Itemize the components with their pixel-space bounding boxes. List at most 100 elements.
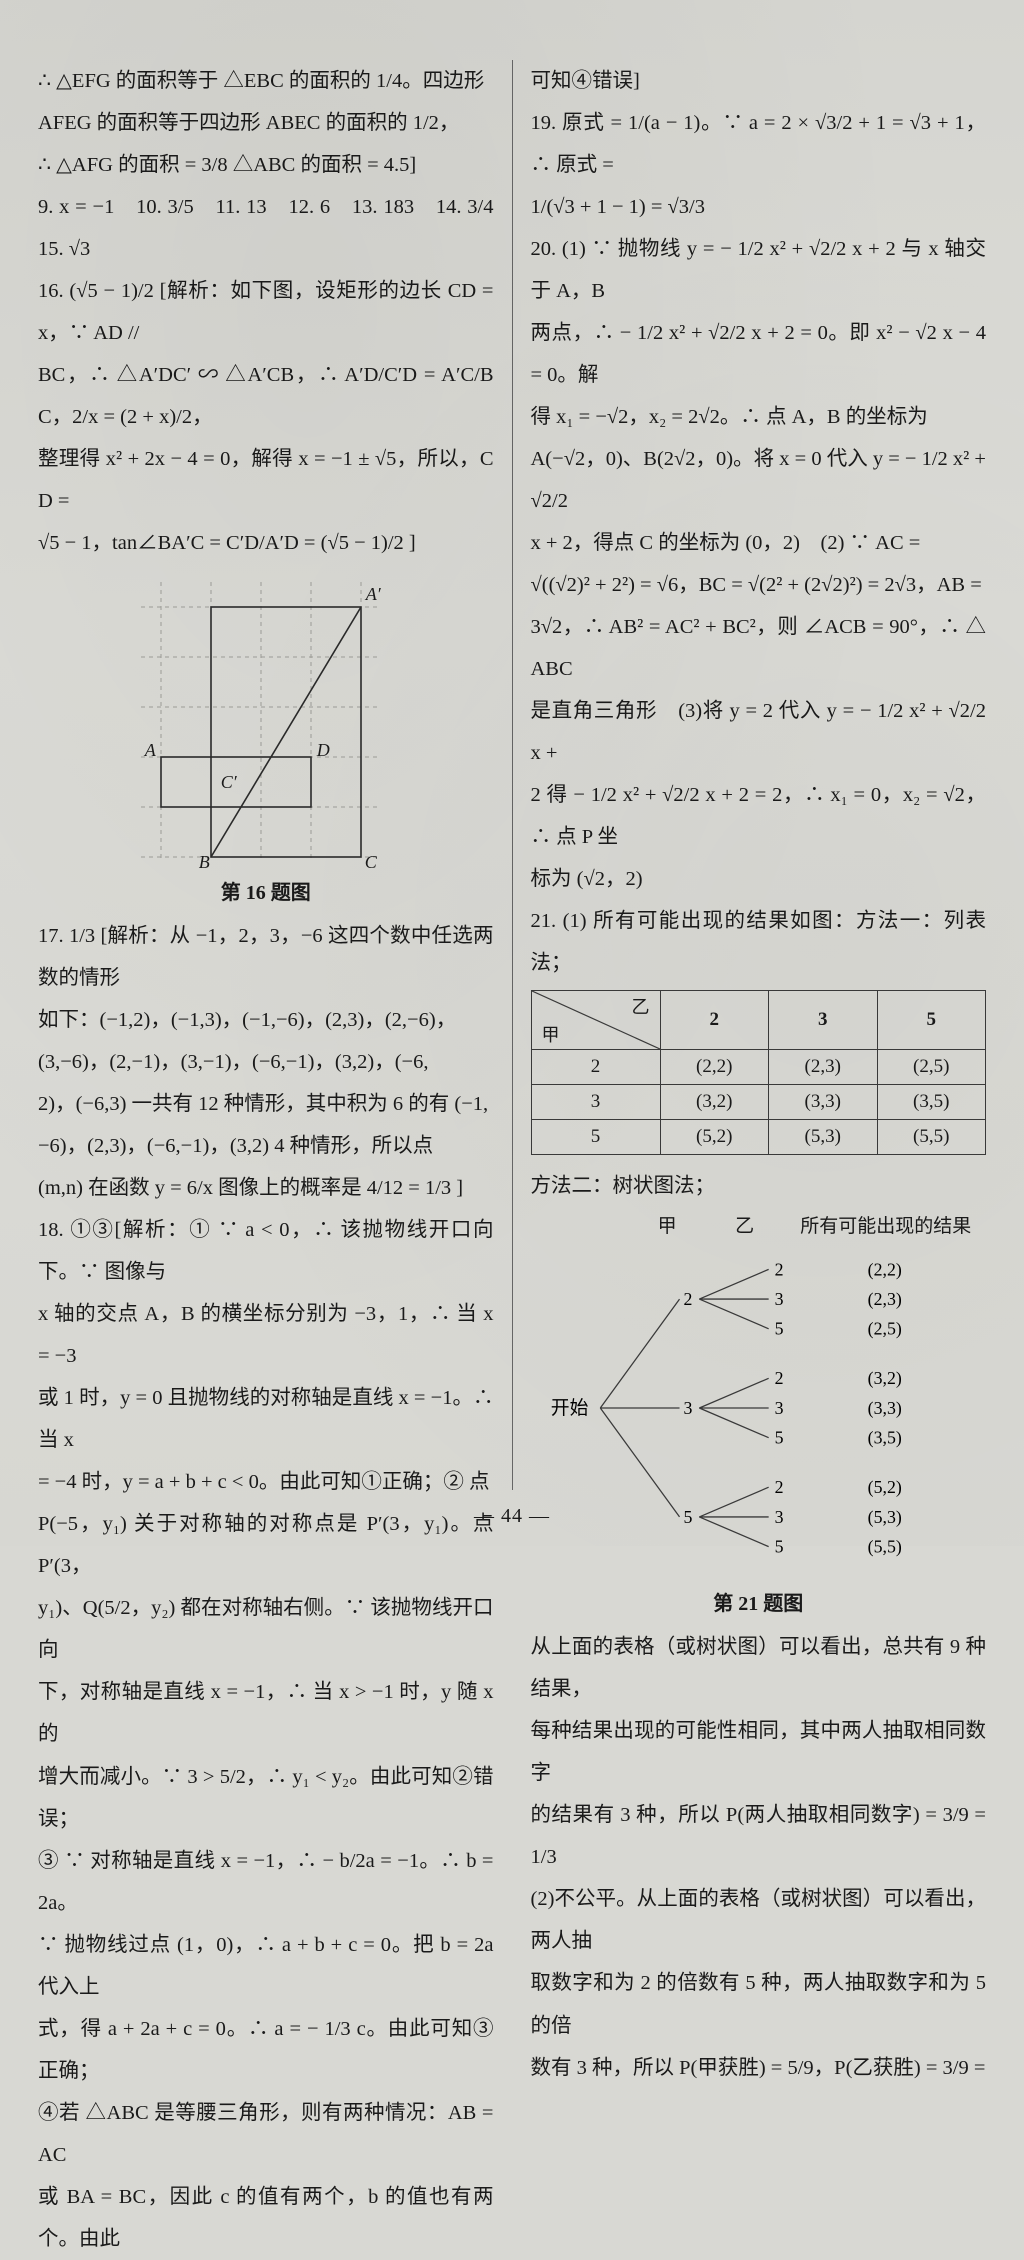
q18-line: ③ ∵ 对称轴是直线 x = −1，∴ − b/2a = −1。∴ b = 2a…: [38, 1840, 494, 1924]
table-diag-header: 乙 甲: [531, 991, 660, 1050]
q16-line: 16. (√5 − 1)/2 [解析：如下图，设矩形的边长 CD = x，∵ A…: [38, 270, 494, 354]
q16-svg: [121, 572, 411, 872]
q20-line: A(−√2，0)、B(2√2，0)。将 x = 0 代入 y = − 1/2 x…: [531, 438, 987, 522]
q20-line: 得 x₁ = −√2，x₂ = 2√2。∴ 点 A，B 的坐标为: [531, 396, 987, 438]
label-B: B: [199, 852, 210, 873]
q18-line: 增大而减小。∵ 3 > 5/2，∴ y₁ < y₂。由此可知②错误；: [38, 1756, 494, 1840]
tree-l2: 5: [774, 1537, 783, 1557]
table-row: 乙 甲 2 3 5: [531, 991, 986, 1050]
q21-tree-caption: 第 21 题图: [531, 1587, 987, 1616]
label-A: A: [145, 740, 156, 761]
q20-line: 20. (1) ∵ 抛物线 y = − 1/2 x² + √2/2 x + 2 …: [531, 228, 987, 312]
q16-line: √5 − 1，tan∠BA′C = C′D/A′D = (√5 − 1)/2 ]: [38, 522, 494, 564]
q17-line: −6)，(2,3)，(−6,−1)，(3,2) 4 种情形，所以点: [38, 1125, 494, 1167]
tree-l2: 2: [774, 1478, 783, 1498]
table-row: 2 (2,2) (2,3) (2,5): [531, 1050, 986, 1085]
q21-line: 从上面的表格（或树状图）可以看出，总共有 9 种结果，: [531, 1626, 987, 1710]
q16-line: BC，∴ △A′DC′ ∽ △A′CB，∴ A′D/C′D = A′C/BC，2…: [38, 354, 494, 438]
text-line: ∴ △EFG 的面积等于 △EBC 的面积的 1/4。四边形: [38, 60, 494, 102]
tree-outcome: (2,5): [867, 1319, 901, 1340]
cell: (2,5): [877, 1050, 986, 1085]
cell: (5,5): [877, 1120, 986, 1155]
tree-head-yi: 乙: [704, 1211, 786, 1238]
col-head: 2: [660, 991, 769, 1050]
cell: (3,5): [877, 1085, 986, 1120]
q17-line: 2)，(−6,3) 一共有 12 种情形，其中积为 6 的有 (−1,: [38, 1083, 494, 1125]
cell: (5,2): [660, 1120, 769, 1155]
diag-label-top: 乙: [632, 993, 650, 1019]
text-line: AFEG 的面积等于四边形 ABEC 的面积的 1/2，: [38, 102, 494, 144]
q21-line: (2)不公平。从上面的表格（或树状图）可以看出，两人抽: [531, 1878, 987, 1962]
right-column: 可知④错误] 19. 原式 = 1/(a − 1)。∵ a = 2 × √3/2…: [513, 60, 987, 1490]
short-answers: 9. x = −1 10. 3/5 11. 13 12. 6 13. 183 1…: [38, 186, 494, 270]
q16-figure: A′ A D C′ B C: [121, 572, 411, 872]
left-column: ∴ △EFG 的面积等于 △EBC 的面积的 1/4。四边形 AFEG 的面积等…: [38, 60, 513, 1490]
q17-line: 17. 1/3 [解析：从 −1，2，3，−6 这四个数中任选两数的情形: [38, 915, 494, 999]
diag-label-bottom: 甲: [542, 1021, 560, 1047]
row-head: 5: [531, 1120, 660, 1155]
q18-line: 或 BA = BC，因此 c 的值有两个，b 的值也有两个。由此: [38, 2176, 494, 2260]
q21-line: 数有 3 种，所以 P(甲获胜) = 5/9，P(乙获胜) = 3/9 =: [531, 2047, 987, 2089]
cell: (5,3): [769, 1120, 878, 1155]
tree-outcome: (2,3): [867, 1289, 901, 1310]
q18-line: 式，得 a + 2a + c = 0。∴ a = − 1/3 c。由此可知③正确…: [38, 2008, 494, 2092]
tree-l2: 2: [774, 1260, 783, 1280]
tree-l1: 3: [683, 1398, 692, 1418]
tree-outcome: (3,3): [867, 1398, 901, 1419]
tree-outcome: (3,5): [867, 1428, 901, 1449]
cell: (2,3): [769, 1050, 878, 1085]
q20-line: x + 2，得点 C 的坐标为 (0，2) (2) ∵ AC =: [531, 522, 987, 564]
tree-outcome: (5,2): [867, 1478, 901, 1499]
label-Aprime: A′: [366, 584, 381, 605]
tree-header-row: 甲 乙 所有可能出现的结果: [531, 1211, 987, 1238]
q18-line: 下，对称轴是直线 x = −1，∴ 当 x > −1 时，y 随 x 的: [38, 1671, 494, 1755]
q21-line: 取数字和为 2 的倍数有 5 种，两人抽取数字和为 5 的倍: [531, 1962, 987, 2046]
col-head: 5: [877, 991, 986, 1050]
q18-line: ∵ 抛物线过点 (1，0)，∴ a + b + c = 0。把 b = 2a 代…: [38, 1924, 494, 2008]
cell: (2,2): [660, 1050, 769, 1085]
two-column-layout: ∴ △EFG 的面积等于 △EBC 的面积的 1/4。四边形 AFEG 的面积等…: [38, 60, 986, 1490]
q20-line: √((√2)² + 2²) = √6，BC = √(2² + (2√2)²) =…: [531, 564, 987, 606]
tree-outcome: (5,5): [867, 1537, 901, 1558]
q19-line: 19. 原式 = 1/(a − 1)。∵ a = 2 × √3/2 + 1 = …: [531, 102, 987, 186]
q20-line: 是直角三角形 (3)将 y = 2 代入 y = − 1/2 x² + √2/2…: [531, 690, 987, 774]
table-row: 3 (3,2) (3,3) (3,5): [531, 1085, 986, 1120]
q18-line: y₁)、Q(5/2，y₂) 都在对称轴右侧。∵ 该抛物线开口向: [38, 1587, 494, 1671]
q21-line: 的结果有 3 种，所以 P(两人抽取相同数字) = 3/9 = 1/3: [531, 1794, 987, 1878]
table-row: 5 (5,2) (5,3) (5,5): [531, 1120, 986, 1155]
method2-label: 方法二：树状图法；: [531, 1165, 987, 1207]
q21-table: 乙 甲 2 3 5 2 (2,2) (2,3) (2,5) 3 (3,2) (3…: [531, 990, 987, 1155]
cell: (3,3): [769, 1085, 878, 1120]
row-head: 2: [531, 1050, 660, 1085]
q18-line: x 轴的交点 A，B 的横坐标分别为 −3，1，∴ 当 x = −3: [38, 1293, 494, 1377]
label-D: D: [317, 740, 330, 761]
q18-line: 18. ①③[解析：① ∵ a < 0，∴ 该抛物线开口向下。∵ 图像与: [38, 1209, 494, 1293]
tree-l2: 2: [774, 1369, 783, 1389]
tree-l2: 5: [774, 1319, 783, 1339]
tree-l2: 5: [774, 1428, 783, 1448]
page-number: — 44 —: [0, 1505, 1024, 1528]
q18-line: = −4 时，y = a + b + c < 0。由此可知①正确；② 点: [38, 1461, 494, 1503]
q20-line: 两点，∴ − 1/2 x² + √2/2 x + 2 = 0。即 x² − √2…: [531, 312, 987, 396]
text-line: ∴ △AFG 的面积 = 3/8 △ABC 的面积 = 4.5]: [38, 144, 494, 186]
q20-line: 2 得 − 1/2 x² + √2/2 x + 2 = 2，∴ x₁ = 0，x…: [531, 774, 987, 858]
q20-line: 3√2，∴ AB² = AC² + BC²，则 ∠ACB = 90°，∴ △AB…: [531, 606, 987, 690]
cell: (3,2): [660, 1085, 769, 1120]
label-C: C: [365, 852, 377, 873]
q17-line: 如下：(−1,2)，(−1,3)，(−1,−6)，(2,3)，(2,−6)，: [38, 999, 494, 1041]
row-head: 3: [531, 1085, 660, 1120]
label-Cprime: C′: [221, 772, 237, 793]
page: ∴ △EFG 的面积等于 △EBC 的面积的 1/4。四边形 AFEG 的面积等…: [0, 0, 1024, 1546]
tree-l2: 3: [774, 1289, 783, 1309]
q18-line: 或 1 时，y = 0 且抛物线的对称轴是直线 x = −1。∴ 当 x: [38, 1377, 494, 1461]
q17-line: (3,−6)，(2,−1)，(3,−1)，(−6,−1)，(3,2)，(−6,: [38, 1041, 494, 1083]
tree-root-label: 开始: [550, 1397, 588, 1419]
q20-line: 标为 (√2，2): [531, 858, 987, 900]
tree-outcome: (3,2): [867, 1369, 901, 1390]
tree-head-jia: 甲: [631, 1211, 704, 1238]
tree-head-out: 所有可能出现的结果: [786, 1211, 986, 1238]
tree-outcome: (2,2): [867, 1260, 901, 1281]
q17-line: (m,n) 在函数 y = 6/x 图像上的概率是 4/12 = 1/3 ]: [38, 1167, 494, 1209]
q19-line: 1/(√3 + 1 − 1) = √3/3: [531, 186, 987, 228]
q21-line: 21. (1) 所有可能出现的结果如图：方法一：列表法；: [531, 900, 987, 984]
